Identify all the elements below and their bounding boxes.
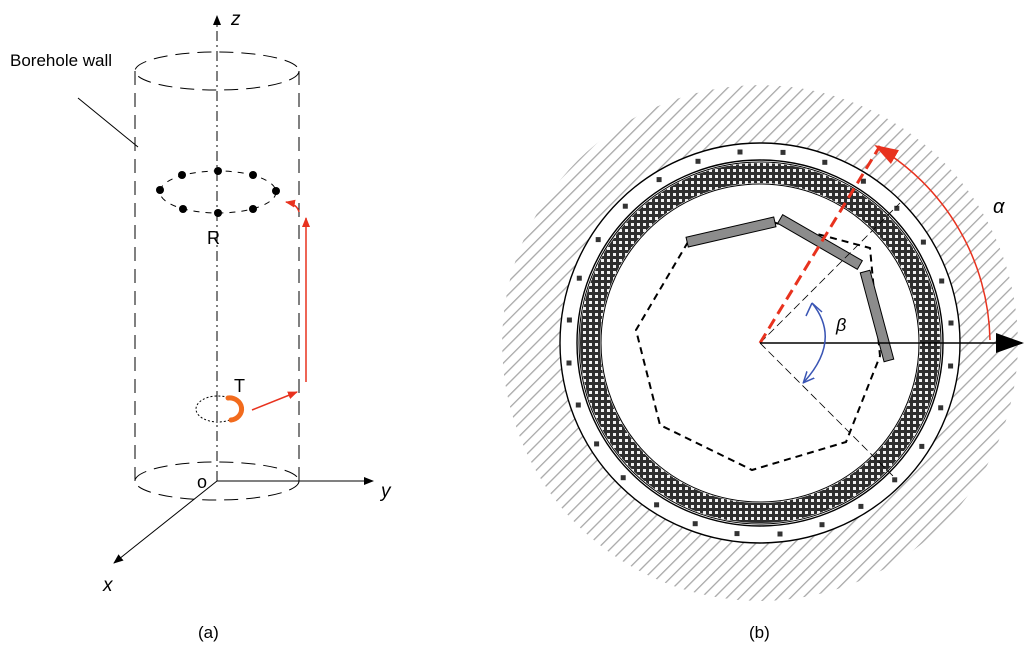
y-axis-label: y <box>379 481 392 502</box>
transmitter-label: T <box>234 376 245 396</box>
annulus-marker <box>594 441 599 446</box>
panel-a: Borehole wall z y x o R T (a) <box>10 9 392 642</box>
annulus-marker <box>919 444 924 449</box>
annulus-marker <box>939 279 944 284</box>
panel-b: α β (b) <box>502 85 1024 642</box>
annulus-marker <box>738 150 743 155</box>
annulus-marker <box>861 179 866 184</box>
z-axis-label: z <box>230 9 241 30</box>
receiver-ring <box>160 171 276 213</box>
receiver-dot <box>214 209 222 217</box>
wall-leader-line <box>78 98 138 147</box>
borehole-wall-label: Borehole wall <box>10 51 112 70</box>
annulus-marker <box>820 522 825 527</box>
annulus-marker <box>892 477 897 482</box>
receiver-dot <box>214 167 222 175</box>
x-axis <box>114 481 217 563</box>
annulus-marker <box>949 321 954 326</box>
beta-label: β <box>835 315 846 335</box>
receiver-dot <box>156 186 164 194</box>
annulus-marker <box>621 475 626 480</box>
receiver-dot <box>249 205 257 213</box>
alpha-label: α <box>993 196 1005 218</box>
receiver-dots <box>156 167 280 217</box>
panel-a-caption: (a) <box>198 623 219 642</box>
wave-path-arrow-inward <box>286 202 299 212</box>
annulus-marker <box>696 159 701 164</box>
transmitter-source-arc <box>228 398 242 420</box>
receiver-dot <box>179 205 187 213</box>
annulus-marker <box>938 405 943 410</box>
annulus-marker <box>822 160 827 165</box>
annulus-marker <box>735 531 740 536</box>
receiver-dot <box>272 187 280 195</box>
annulus-marker <box>567 318 572 323</box>
receiver-dot <box>249 171 257 179</box>
annulus-marker <box>781 150 786 155</box>
annulus-marker <box>596 237 601 242</box>
annulus-marker <box>693 521 698 526</box>
annulus-marker <box>577 276 582 281</box>
annulus-marker <box>576 403 581 408</box>
receiver-dot <box>178 171 186 179</box>
panel-b-caption: (b) <box>749 623 770 642</box>
x-axis-label: x <box>102 575 114 596</box>
annulus-marker <box>921 240 926 245</box>
receiver-label: R <box>207 228 220 248</box>
annulus-marker <box>567 361 572 366</box>
origin-label: o <box>197 472 207 492</box>
annulus-marker <box>948 364 953 369</box>
annulus-marker <box>654 502 659 507</box>
annulus-marker <box>778 532 783 537</box>
annulus-marker <box>657 177 662 182</box>
wave-path-arrow-outward <box>252 392 297 410</box>
annulus-marker <box>623 204 628 209</box>
annulus-marker <box>858 504 863 509</box>
